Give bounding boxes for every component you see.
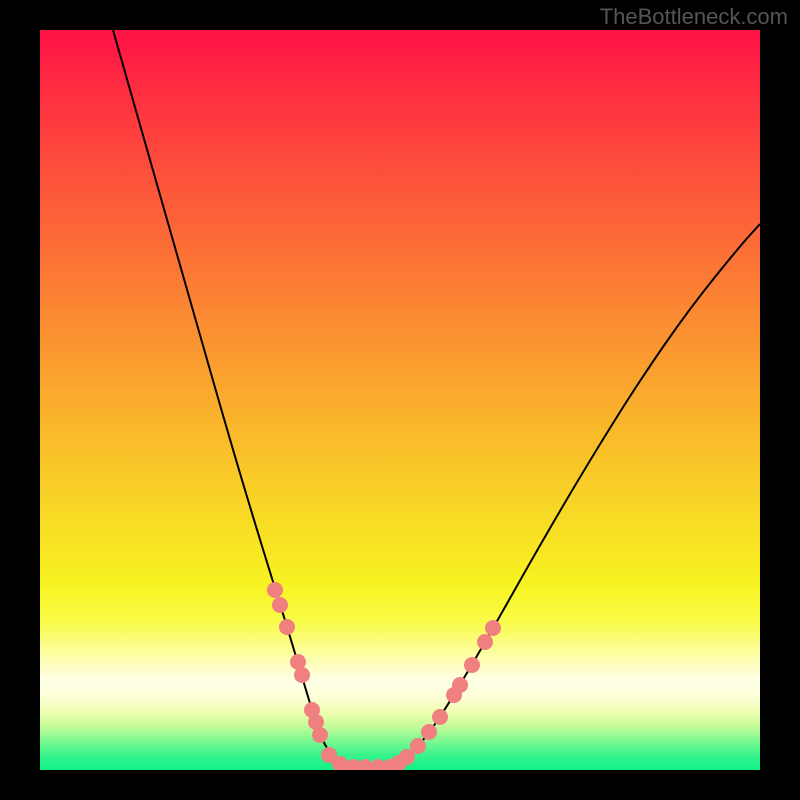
data-marker xyxy=(477,634,493,650)
chart-plot-area xyxy=(40,30,760,770)
watermark-text: TheBottleneck.com xyxy=(600,4,788,30)
data-marker xyxy=(312,727,328,743)
bottleneck-curve xyxy=(113,30,760,767)
data-marker xyxy=(410,738,426,754)
data-marker xyxy=(452,677,468,693)
data-marker xyxy=(464,657,480,673)
data-marker xyxy=(485,620,501,636)
data-marker xyxy=(267,582,283,598)
data-marker xyxy=(272,597,288,613)
data-marker xyxy=(294,667,310,683)
curve-layer xyxy=(40,30,760,770)
data-marker xyxy=(421,724,437,740)
data-marker xyxy=(432,709,448,725)
data-marker xyxy=(279,619,295,635)
